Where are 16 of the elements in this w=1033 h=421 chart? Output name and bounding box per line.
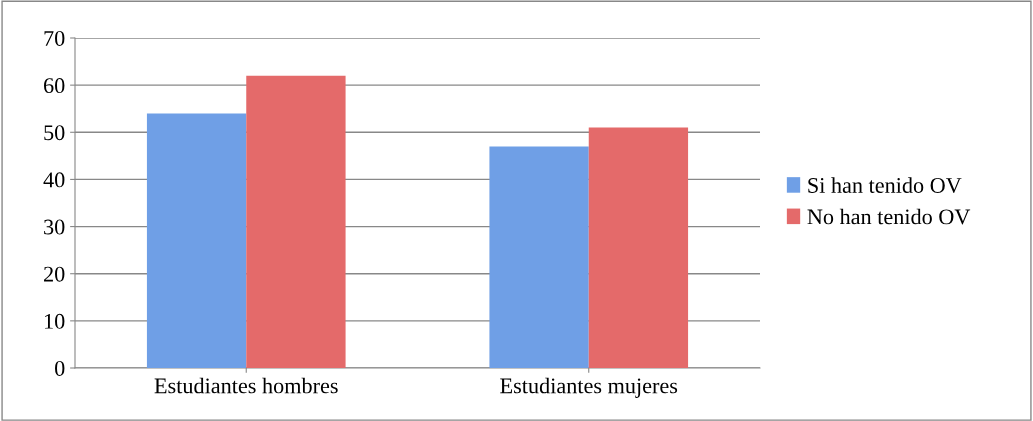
legend-label: No han tenido OV	[807, 208, 971, 225]
bar	[489, 146, 589, 368]
y-tick-label: 70	[44, 30, 65, 46]
bar	[146, 113, 247, 368]
y-tick-label: 50	[44, 125, 65, 141]
bar	[246, 75, 346, 368]
x-tick-label: Estudiantes mujeres	[500, 377, 678, 398]
y-tick-label: 0	[55, 360, 65, 376]
y-tick-label: 10	[45, 313, 65, 329]
y-tick-label: 30	[44, 219, 65, 235]
y-tick-label: 40	[43, 172, 65, 188]
legend-label: Si han tenido OV	[808, 177, 962, 194]
y-tick-label: 60	[44, 78, 65, 94]
bar	[588, 127, 689, 368]
y-tick-label: 20	[44, 266, 65, 282]
x-tick-label: Estudiantes hombres	[154, 377, 338, 394]
